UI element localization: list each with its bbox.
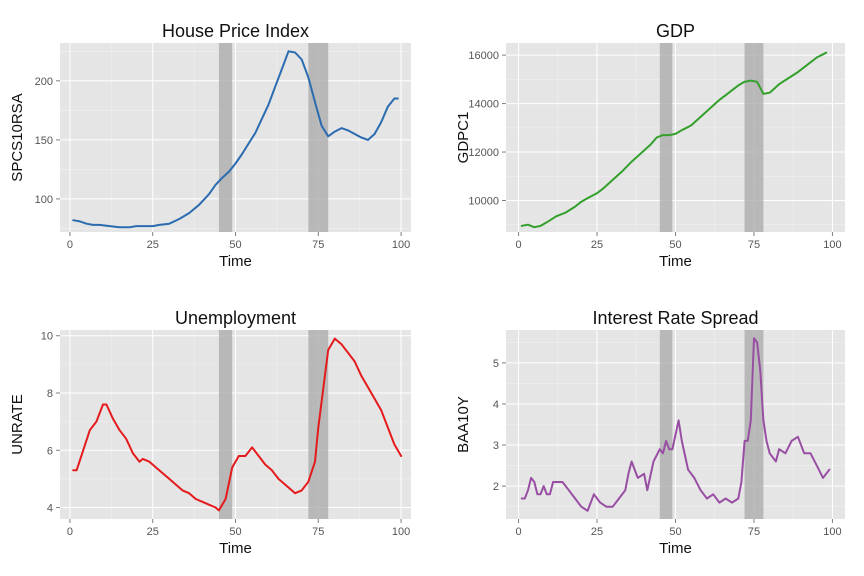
gdp-recession-band: [659, 43, 673, 232]
unemployment-series-line: [72, 337, 403, 512]
gdp-y-tick-label: 12000: [468, 147, 499, 159]
unemployment-x-tick-label: 0: [67, 526, 73, 538]
gdp-recession-band: [744, 43, 764, 232]
spread-recession-band: [744, 330, 764, 519]
house-price-series-line: [72, 50, 399, 229]
spread-y-tick-label: 3: [493, 440, 499, 452]
spread-y-tick-label: 5: [493, 358, 499, 370]
spread-x-axis-title: Time: [659, 540, 692, 557]
gdp-x-tick-label: 0: [515, 239, 521, 251]
gdp-title: GDP: [656, 21, 695, 41]
spread-x-tick-label: 0: [515, 526, 521, 538]
gdp-x-tick-label: 25: [591, 239, 603, 251]
house-price-recession-band: [308, 43, 329, 232]
unemployment-x-axis-title: Time: [219, 540, 252, 557]
house-price-y-tick-label: 100: [35, 194, 53, 206]
gdp-y-tick-label: 10000: [468, 196, 499, 208]
unemployment-y-tick-label: 4: [47, 503, 53, 515]
spread-x-tick-label: 100: [823, 526, 841, 538]
house-price-x-tick-label: 75: [312, 239, 324, 251]
house-price-y-axis-title: SPCS10RSA: [9, 93, 26, 181]
spread-title: Interest Rate Spread: [592, 308, 758, 328]
gdp-x-axis-title: Time: [659, 253, 692, 270]
house-price-x-tick-label: 25: [147, 239, 159, 251]
spread-x-tick-label: 75: [748, 526, 760, 538]
spread-x-tick-label: 25: [591, 526, 603, 538]
gdp-y-axis-title: GDPC1: [455, 112, 472, 164]
house-price-chart: 0 25 50 75 100 100 150 200 House Price Index Time…: [9, 21, 411, 270]
gdp-y-tick-label: 16000: [468, 50, 499, 62]
unemployment-x-tick-label: 100: [392, 526, 410, 538]
spread-chart: 0 25 50 75 100 2 3 4 5 Interest Rate Spread Time BA…: [455, 308, 845, 557]
house-price-x-axis-title: Time: [219, 253, 252, 270]
house-price-title: House Price Index: [162, 21, 309, 41]
unemployment-y-axis-title: UNRATE: [9, 394, 26, 455]
house-price-y-tick-label: 200: [35, 76, 53, 88]
unemployment-y-tick-label: 8: [47, 388, 53, 400]
house-price-x-tick-label: 0: [67, 239, 73, 251]
gdp-x-tick-label: 100: [823, 239, 841, 251]
spread-series-line: [520, 337, 831, 512]
gdp-x-tick-label: 75: [748, 239, 760, 251]
spread-y-axis-title: BAA10Y: [455, 396, 472, 453]
house-price-x-tick-label: 100: [392, 239, 410, 251]
gdp-chart: 0 25 50 75 100 10000 12000 14000 16000 GDP Time GDP…: [455, 21, 845, 270]
house-price-x-tick-label: 50: [229, 239, 241, 251]
unemployment-chart: 0 25 50 75 100 4 6 8 10 Unemployment Time UNRATE: [9, 308, 411, 557]
spread-y-tick-label: 2: [493, 481, 499, 493]
spread-y-tick-label: 4: [493, 399, 499, 411]
spread-recession-band: [659, 330, 673, 519]
house-price-recession-band: [218, 43, 233, 232]
house-price-y-tick-label: 150: [35, 135, 53, 147]
gdp-y-tick-label: 14000: [468, 99, 499, 111]
gdp-x-tick-label: 50: [669, 239, 681, 251]
gdp-series-line: [520, 51, 828, 229]
unemployment-x-tick-label: 50: [229, 526, 241, 538]
unemployment-title: Unemployment: [175, 308, 296, 328]
spread-x-tick-label: 50: [669, 526, 681, 538]
unemployment-x-tick-label: 25: [147, 526, 159, 538]
unemployment-y-tick-label: 6: [47, 445, 53, 457]
unemployment-y-tick-label: 10: [41, 331, 53, 343]
unemployment-recession-band: [218, 330, 233, 519]
unemployment-x-tick-label: 75: [312, 526, 324, 538]
